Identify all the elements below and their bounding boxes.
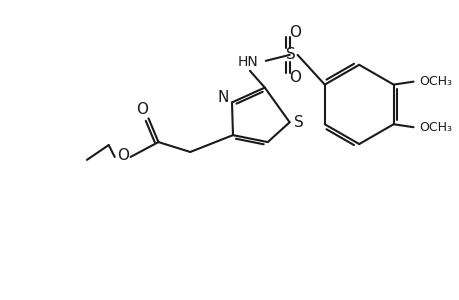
Text: O: O (289, 25, 301, 40)
Text: S: S (285, 47, 295, 62)
Text: OCH₃: OCH₃ (418, 75, 451, 88)
Text: O: O (117, 148, 129, 164)
Text: N: N (217, 90, 228, 105)
Text: OCH₃: OCH₃ (418, 121, 451, 134)
Text: HN: HN (237, 55, 257, 69)
Text: O: O (136, 102, 148, 117)
Text: S: S (293, 115, 303, 130)
Text: O: O (289, 70, 301, 85)
